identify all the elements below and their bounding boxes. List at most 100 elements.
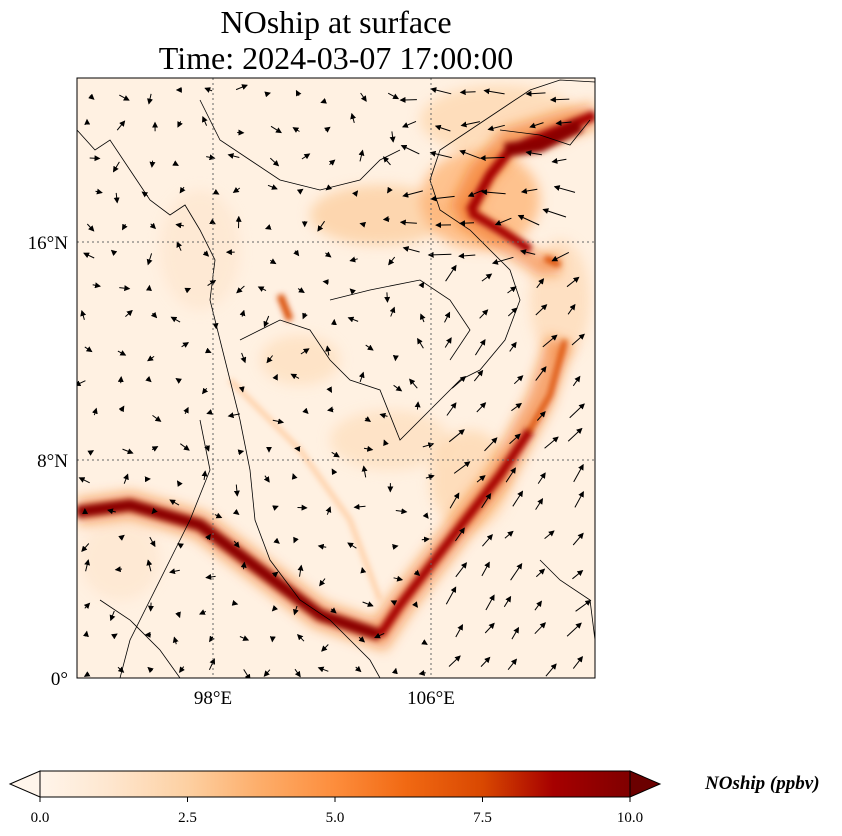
wind-arrow <box>453 461 471 474</box>
wind-arrow <box>358 636 366 643</box>
wind-arrow <box>116 120 126 131</box>
wind-arrow <box>400 144 420 155</box>
wind-arrow <box>544 530 555 539</box>
wind-arrow <box>402 246 420 253</box>
wind-arrow <box>504 530 514 539</box>
colorbar-tick-label: 5.0 <box>326 810 345 826</box>
wind-arrow <box>534 600 542 611</box>
wind-arrow <box>395 508 408 515</box>
wind-arrow <box>542 334 558 348</box>
wind-arrow <box>264 91 271 98</box>
wind-arrow <box>474 339 486 356</box>
wind-arrow <box>214 512 223 519</box>
wind-arrow <box>78 477 90 484</box>
wind-arrow <box>117 350 127 356</box>
wind-arrow <box>236 285 245 294</box>
wind-arrow <box>529 122 544 129</box>
wind-arrow <box>320 98 327 104</box>
wind-arrow <box>202 115 208 126</box>
wind-arrow <box>505 467 516 483</box>
map-title-line2: Time: 2024-03-07 17:00:00 <box>158 40 514 76</box>
wind-arrow <box>317 666 329 673</box>
wind-arrow <box>325 506 332 515</box>
wind-arrow <box>294 445 301 452</box>
wind-arrow <box>209 635 215 643</box>
wind-arrow <box>572 569 584 580</box>
wind-arrow <box>417 337 424 349</box>
wind-arrow <box>536 411 546 421</box>
wind-arrow <box>567 303 576 315</box>
wind-arrow <box>202 250 210 257</box>
wind-arrow <box>455 562 468 578</box>
wind-arrow <box>555 119 572 126</box>
colorbar-extend-max <box>629 770 662 798</box>
wind-arrow <box>535 304 548 316</box>
wind-arrow <box>147 93 153 105</box>
wind-arrow <box>553 185 576 193</box>
wind-arrow <box>445 586 457 605</box>
wind-arrow <box>358 371 365 383</box>
wind-arrow <box>80 309 87 320</box>
wind-arrow <box>507 307 518 317</box>
wind-arrow <box>507 658 518 671</box>
wind-arrow <box>349 256 358 263</box>
wind-arrow <box>240 352 247 364</box>
wind-arrow <box>451 375 467 389</box>
wind-arrow <box>169 499 180 506</box>
wind-arrow <box>414 401 421 410</box>
map-panel[interactable] <box>75 77 596 680</box>
wind-arrow <box>444 311 451 323</box>
wind-arrow <box>297 633 305 642</box>
wind-arrow <box>535 568 546 578</box>
wind-arrow <box>359 221 367 228</box>
wind-arrow <box>301 153 311 160</box>
wind-arrow <box>233 484 240 497</box>
wind-arrow <box>542 208 567 218</box>
wind-arrow <box>481 273 493 282</box>
wind-arrow <box>574 491 584 508</box>
wind-arrow <box>239 635 250 641</box>
wind-arrow <box>487 124 505 132</box>
wind-arrow <box>205 533 211 541</box>
wind-arrow <box>184 287 192 294</box>
wind-arrow <box>387 186 393 194</box>
wind-arrow <box>331 451 340 458</box>
wind-arrow <box>525 90 546 97</box>
wind-arrow <box>204 445 210 452</box>
wind-arrow <box>545 663 557 677</box>
wind-arrow <box>567 427 583 442</box>
wind-arrow <box>290 373 300 380</box>
wind-arrow <box>572 375 581 387</box>
wind-arrow <box>271 605 279 612</box>
wind-arrow <box>145 376 152 383</box>
wind-arrow <box>535 498 544 510</box>
wind-arrow <box>206 154 216 161</box>
wind-arrow <box>292 127 300 133</box>
wind-arrow <box>509 433 521 445</box>
wind-arrow <box>520 249 536 256</box>
wind-arrow <box>481 561 490 577</box>
wind-arrow <box>382 156 391 166</box>
wind-arrow <box>297 287 305 293</box>
wind-arrow <box>119 94 130 101</box>
wind-arrow <box>485 594 495 611</box>
wind-arrow <box>503 595 512 608</box>
wind-arrow <box>122 448 134 455</box>
wind-arrow <box>363 445 374 452</box>
wind-arrow <box>421 639 428 645</box>
wind-arrow <box>459 149 481 159</box>
wind-arrow <box>233 540 240 548</box>
wind-arrow <box>183 406 189 415</box>
wind-arrow <box>327 406 334 413</box>
wind-arrow <box>321 644 329 652</box>
wind-arrow <box>232 187 241 193</box>
wind-arrow <box>455 624 463 638</box>
wind-arrow <box>267 184 278 190</box>
wind-arrow <box>434 124 451 132</box>
wind-arrow <box>84 559 91 572</box>
lon-tick-106e: 106°E <box>407 688 455 709</box>
wind-arrow <box>297 564 304 577</box>
wind-arrow <box>177 121 183 128</box>
wind-arrow <box>362 601 374 607</box>
